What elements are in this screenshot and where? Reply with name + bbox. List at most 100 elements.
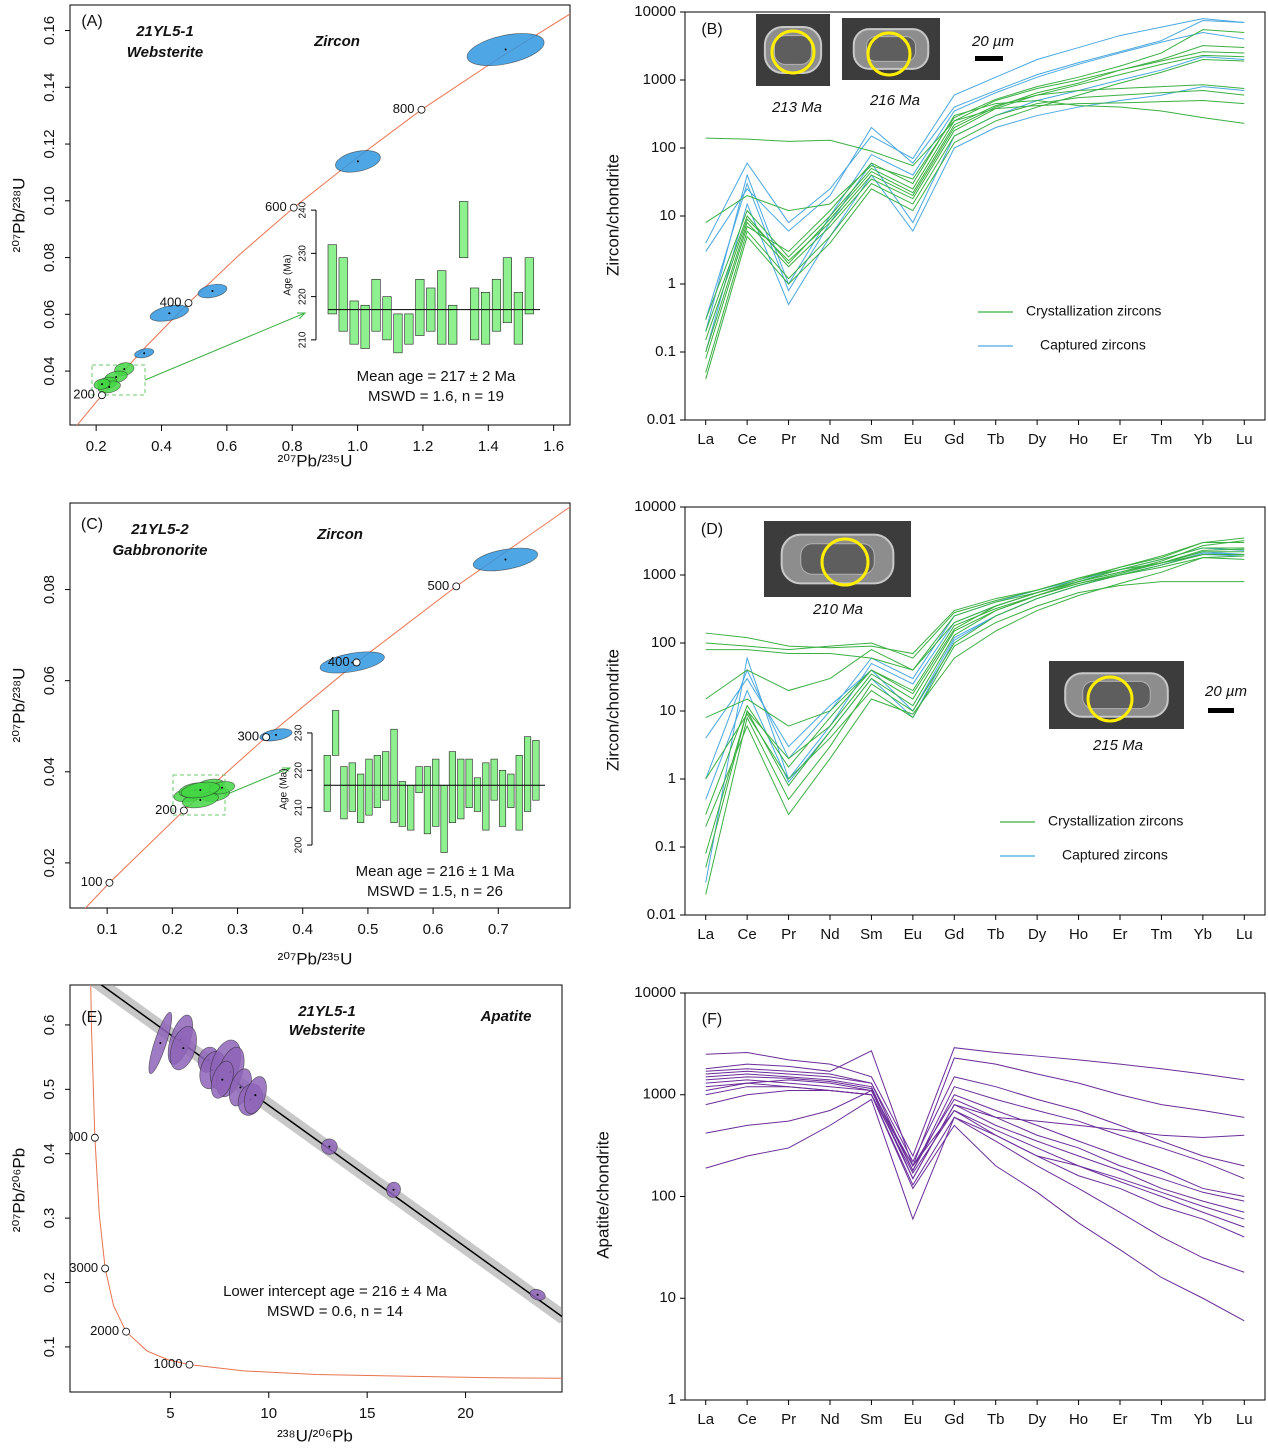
annotation: 21YL5-1: [135, 23, 194, 40]
y-tick-label: 10: [659, 702, 676, 719]
y-tick-label: 0.10: [41, 186, 58, 215]
image-caption: 216 Ma: [869, 92, 920, 109]
x-tick-label: Sm: [860, 1411, 883, 1428]
age-marker: [352, 658, 361, 667]
age-bar: [448, 304, 458, 345]
ellipse-center: [274, 733, 277, 736]
ree-line: [705, 90, 1245, 373]
age-bar: [357, 773, 365, 823]
x-tick-label: Gd: [944, 926, 964, 943]
y-tick-label: 0.02: [41, 848, 58, 877]
age-bar: [349, 300, 359, 345]
annotation: Mean age = 217 ± 2 Ma: [357, 368, 516, 385]
annotation: Mean age = 216 ± 1 Ma: [356, 863, 515, 880]
y-tick-label: 10000: [634, 498, 676, 515]
x-tick-label: Pr: [781, 431, 796, 448]
annotation: Gabbronorite: [112, 542, 207, 559]
annotation: Zircon: [316, 526, 363, 543]
ellipse-center: [168, 312, 171, 315]
age-bar: [338, 257, 348, 332]
ellipse-center: [182, 1047, 185, 1050]
age-marker: [184, 299, 193, 307]
x-tick-label: La: [697, 1411, 714, 1428]
plot-area: 200 400 600 800: [73, 13, 570, 425]
age-bar: [498, 770, 507, 827]
x-tick-label: Er: [1113, 431, 1128, 448]
age-bar: [382, 296, 392, 341]
x-tick-label: Lu: [1236, 926, 1253, 943]
x-tick-label: Ho: [1069, 926, 1088, 943]
scale-label: 20 µm: [1204, 683, 1247, 700]
annotation: MSWD = 1.6, n = 19: [368, 388, 504, 405]
age-bar: [407, 784, 415, 831]
plot-area: 100 200 300 400 500: [81, 506, 570, 908]
ree-line: [705, 557, 1245, 727]
image-caption: 215 Ma: [1092, 737, 1143, 754]
x-tick-label: Er: [1113, 1411, 1128, 1428]
arrow-head: [296, 312, 307, 320]
y-tick-label: 0.1: [655, 343, 676, 360]
age-marker: [98, 391, 106, 400]
age-bar: [404, 313, 414, 345]
age-bar: [515, 755, 523, 831]
x-tick-label: Lu: [1236, 1411, 1253, 1428]
y-tick-label: 10: [659, 207, 676, 224]
x-tick-label: Pr: [781, 926, 796, 943]
age-marker: [105, 878, 114, 887]
y-tick-label: 100: [651, 1187, 676, 1204]
x-tick-label: 0.3: [227, 921, 248, 938]
ree-line: [705, 1050, 1245, 1168]
y-tick-label: 0.14: [41, 73, 58, 102]
x-tick-label: Tm: [1151, 1411, 1173, 1428]
y-tick-label: 0.6: [41, 1014, 58, 1035]
ree-line: [705, 1090, 1245, 1322]
y-tick-label: 200: [294, 836, 305, 853]
y-tick-label: 0.12: [41, 129, 58, 158]
ree-line: [705, 1047, 1245, 1158]
age-marker-label: 4000: [59, 1129, 88, 1144]
ree-line: [705, 45, 1245, 341]
age-bar: [524, 736, 532, 812]
ree-line: [705, 54, 1245, 353]
ree-line: [705, 1086, 1245, 1273]
x-tick-label: Tm: [1151, 431, 1173, 448]
ree-line: [705, 540, 1245, 700]
y-tick-label: 0.08: [41, 575, 58, 604]
ellipse-center: [211, 290, 214, 293]
concordia-curve: [84, 506, 570, 908]
ree-line: [705, 59, 1245, 380]
age-bar: [491, 279, 502, 332]
ree-line: [705, 51, 1245, 320]
age-bar: [323, 755, 331, 812]
x-tick-label: La: [697, 926, 714, 943]
image-caption: 213 Ma: [771, 99, 822, 116]
age-bar: [507, 773, 515, 808]
ellipse-center: [239, 1086, 242, 1089]
age-bar: [490, 758, 498, 801]
age-marker-label: 3000: [69, 1260, 98, 1275]
x-tick-label: Nd: [820, 926, 839, 943]
arrow-head: [281, 767, 292, 775]
x-tick-label: 1.6: [543, 438, 564, 455]
ree-line: [705, 1079, 1245, 1180]
ree-line: [705, 99, 1245, 359]
age-bar: [532, 740, 540, 801]
y-tick-label: 0.4: [41, 1143, 58, 1164]
ree-line: [705, 86, 1245, 353]
ellipse-center: [123, 368, 126, 371]
y-tick-label: 1: [668, 770, 676, 787]
age-bar: [348, 762, 356, 812]
x-tick-label: 5: [166, 1405, 174, 1422]
ree-line: [705, 554, 1245, 895]
y-tick-label: 0.08: [41, 243, 58, 272]
age-marker-label: 200: [73, 387, 95, 402]
x-tick-label: 0.4: [151, 438, 172, 455]
plot-area: 4000 3000 2000 1000: [59, 985, 562, 1379]
x-tick-label: 0.5: [357, 921, 378, 938]
age-marker: [185, 1360, 194, 1369]
age-bar: [448, 751, 457, 823]
y-tick-label: 0.04: [41, 757, 58, 786]
ellipse-center: [115, 376, 118, 379]
y-tick-label: 0.5: [41, 1079, 58, 1100]
